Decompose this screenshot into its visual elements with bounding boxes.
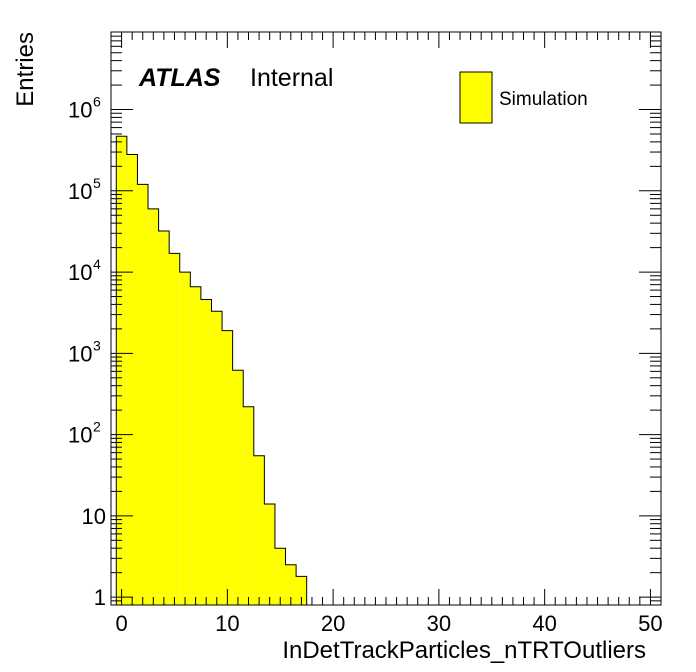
histogram-bin <box>274 548 286 605</box>
x-tick-label: 30 <box>427 611 451 636</box>
axis-ticks <box>110 31 662 606</box>
histogram-bin <box>126 154 138 605</box>
legend-label: Simulation <box>499 89 588 110</box>
x-tick-label: 50 <box>638 611 662 636</box>
y-tick-exponent: 6 <box>93 94 101 110</box>
y-tick-label: 10 <box>68 260 92 285</box>
y-tick-label: 1 <box>94 585 106 610</box>
legend-swatch <box>459 71 493 124</box>
y-tick-label: 10 <box>68 179 92 204</box>
x-tick-label: 20 <box>321 611 345 636</box>
x-tick-label: 40 <box>532 611 556 636</box>
x-axis-title: InDetTrackParticles_nTRTOutliers <box>282 637 646 664</box>
x-tick-labels: 0 10 20 30 40 50 <box>115 611 662 636</box>
x-tick-label: 0 <box>115 611 127 636</box>
y-tick-label: 10 <box>68 98 92 123</box>
y-axis-title: Entries <box>12 32 39 107</box>
y-tick-label: 10 <box>68 423 92 448</box>
histogram-bin <box>137 184 149 605</box>
histogram-bin <box>243 406 254 605</box>
x-tick-label: 10 <box>215 611 239 636</box>
histogram-bin <box>179 272 191 605</box>
histogram-bin <box>148 208 159 606</box>
histogram-bin <box>285 564 297 605</box>
histogram-bin <box>169 253 180 605</box>
y-tick-exponent: 2 <box>93 419 101 435</box>
histogram-bars <box>115 135 308 606</box>
y-tick-exponent: 3 <box>93 337 101 353</box>
histogram-bin <box>296 576 307 605</box>
internal-label: Internal <box>250 64 333 92</box>
y-tick-exponent: 5 <box>93 175 101 191</box>
histogram-bin <box>158 231 170 605</box>
histogram-bin <box>232 370 244 605</box>
histogram-bin <box>211 311 223 605</box>
y-tick-label: 10 <box>82 504 106 529</box>
y-tick-exponent: 4 <box>93 256 101 272</box>
histogram-bin <box>200 299 212 605</box>
histogram-bin <box>116 136 127 605</box>
histogram-bin <box>222 330 233 605</box>
histogram-bin <box>190 286 201 605</box>
atlas-label: ATLAS <box>138 64 221 92</box>
histogram-outline <box>115 135 308 605</box>
y-tick-label: 10 <box>68 341 92 366</box>
histogram-bin <box>264 503 275 605</box>
histogram-bin <box>253 455 265 605</box>
